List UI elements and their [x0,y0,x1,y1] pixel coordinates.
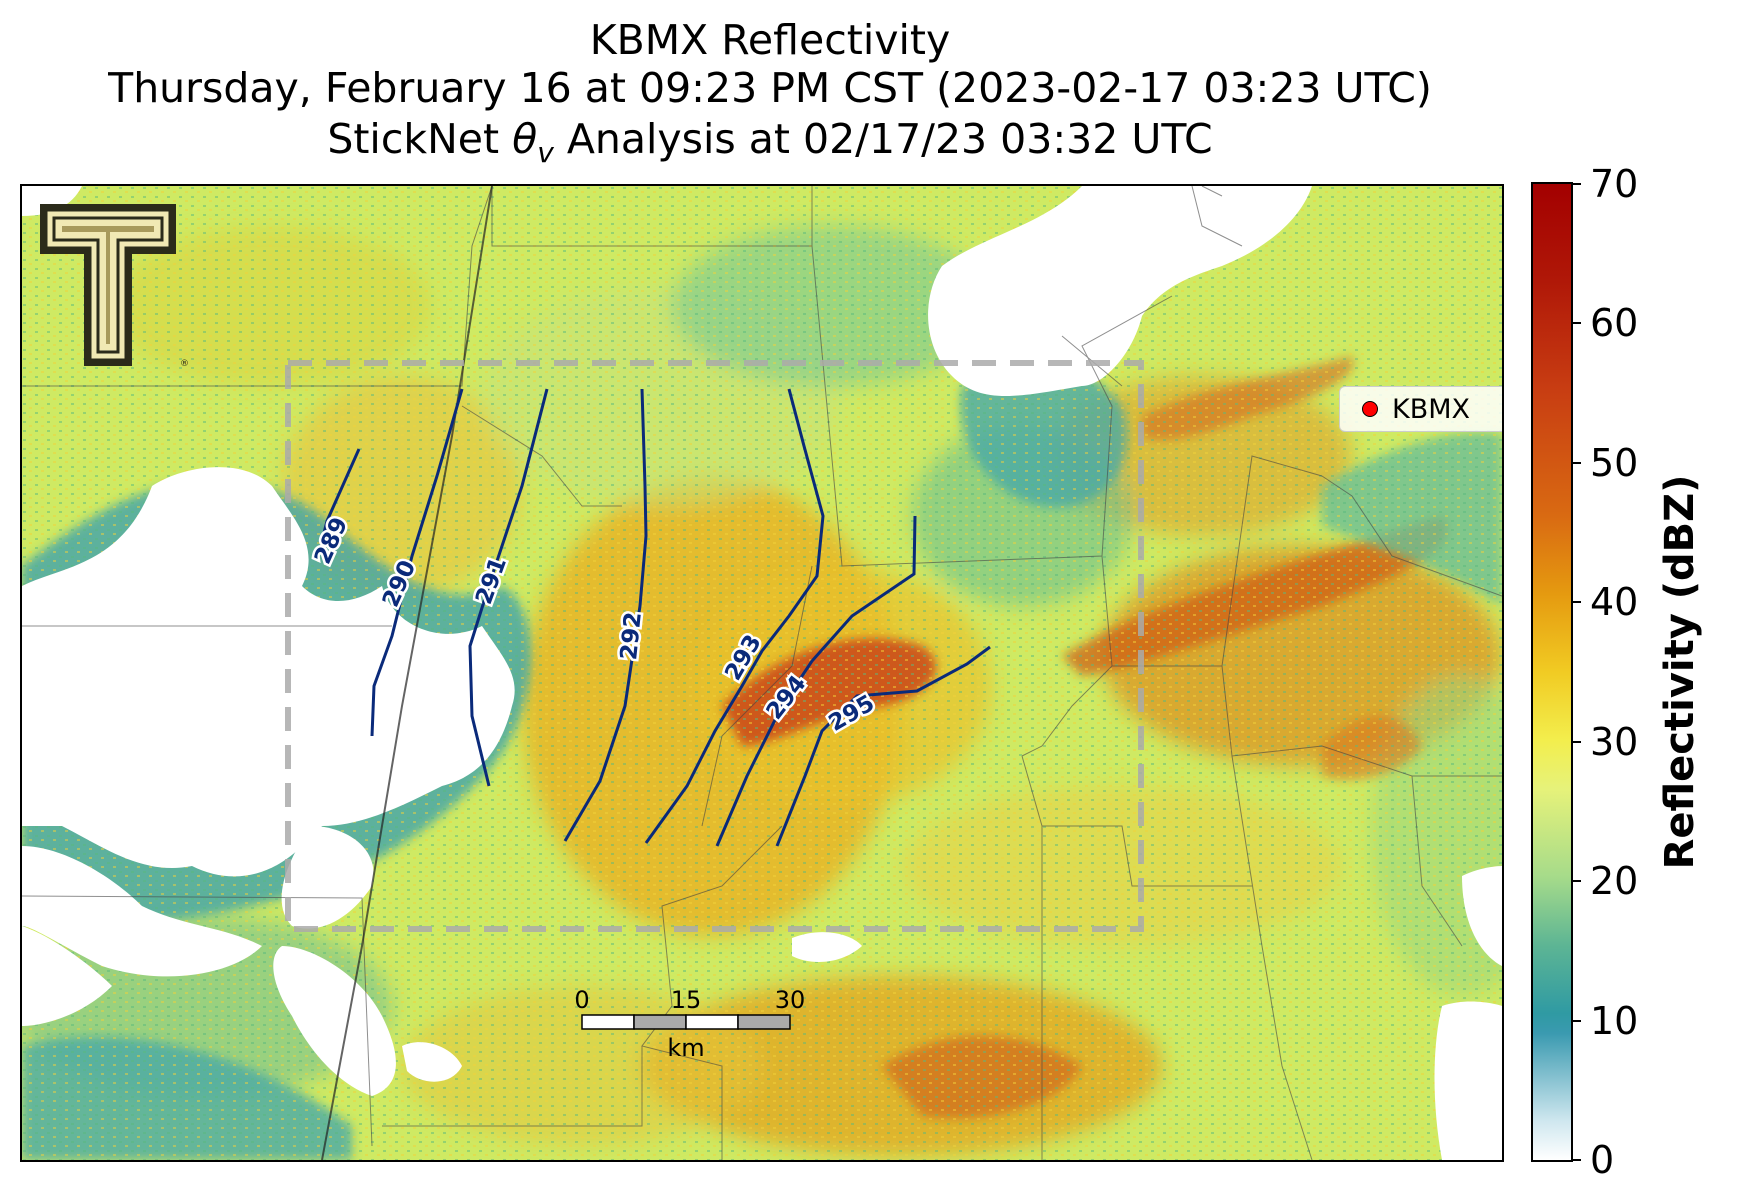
colorbar-tick-label: 30 [1590,719,1639,764]
reflectivity-field [22,186,1502,1160]
theta-symbol: θ [512,115,538,163]
scale-bar-segment [581,1014,635,1030]
scale-bar: 0 15 30 km [574,986,805,1062]
colorbar-tick-mark [1571,601,1581,604]
state-boundary [321,186,493,1160]
reflectivity-colorbar [1531,182,1573,1162]
scale-bar-segment [737,1014,791,1030]
registered-mark-icon: ® [180,359,189,369]
theta-v-contour-293 [644,388,825,844]
colorbar-tick-label: 60 [1590,301,1639,346]
theta-v-contour-292 [563,388,648,842]
analysis-domain-box [285,360,1144,932]
colorbar-tick-label: 50 [1590,440,1639,485]
colorbar-tick-label: 0 [1590,1138,1615,1182]
contour-label-292: 292 [616,611,647,661]
theta-v-contour-289 [320,448,361,542]
radar-map[interactable]: 289 290 291 292 293 294 295 0 15 30 km ® KBMX [20,184,1504,1162]
colorbar-tick-mark [1571,1019,1581,1022]
map-subtitle-time: Thursday, February 16 at 09:23 PM CST (2… [108,64,1432,112]
colorbar-title: Reflectivity (dBZ) [1657,474,1703,870]
scale-tick-15: 15 [671,986,702,1014]
colorbar-tick-label: 10 [1590,998,1639,1043]
scale-bar-segment [685,1014,739,1030]
colorbar-tick-mark [1571,183,1581,185]
colorbar-tick-mark [1571,322,1581,325]
theta-v-contour-295 [775,645,991,847]
colorbar-tick-mark [1571,461,1581,464]
scale-tick-0: 0 [574,986,589,1014]
colorbar-tick-label: 70 [1590,162,1639,206]
map-subtitle-analysis: StickNet θv Analysis at 02/17/23 03:32 U… [0,115,1540,177]
colorbar-tick-label: 40 [1590,580,1639,625]
legend-label: KBMX [1392,394,1471,425]
map-title: KBMX Reflectivity [589,16,951,64]
scale-unit: km [667,1034,704,1062]
theta-v-contours [320,388,991,847]
radar-site-marker-icon [1362,401,1378,417]
scale-bar-segment [633,1014,687,1030]
theta-v-contour-291 [468,388,549,787]
colorbar-tick-mark [1571,1159,1581,1161]
colorbar-tick-label: 20 [1590,859,1639,904]
colorbar-tick-mark [1571,740,1581,743]
theta-v-contour-294 [715,515,917,847]
scale-tick-30: 30 [775,986,806,1014]
county-borders [22,186,1502,1160]
texas-tech-logo: ® [40,204,189,369]
theta-v-contour-290 [370,388,464,737]
analysis-suffix: Analysis at 02/17/23 03:32 UTC [553,115,1213,163]
theta-subscript: v [537,136,554,170]
analysis-prefix: StickNet [327,115,513,163]
colorbar-tick-mark [1571,880,1581,883]
map-legend: KBMX [1339,386,1502,432]
